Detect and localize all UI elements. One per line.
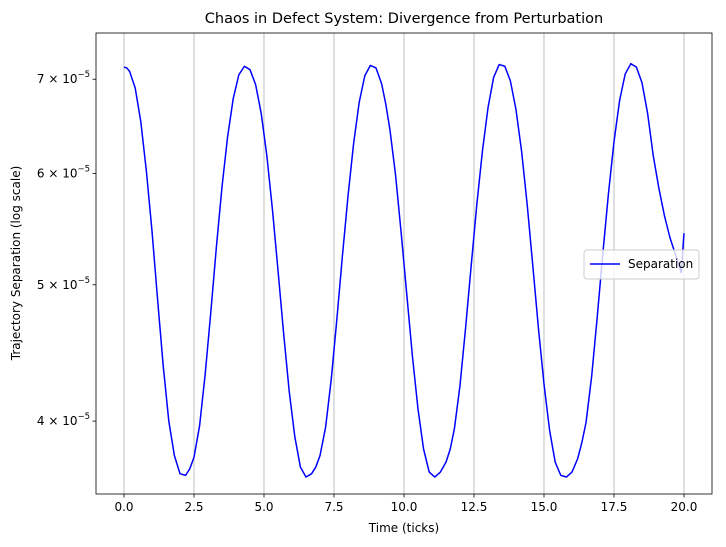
x-tick-label: 17.5 [601, 500, 628, 514]
x-tick-label: 15.0 [531, 500, 558, 514]
legend-label-separation: Separation [628, 257, 693, 271]
x-axis-ticks: 0.0 2.5 5.0 7.5 10.0 12.5 15.0 17.5 20.0 [114, 494, 697, 514]
x-axis-label: Time (ticks) [368, 521, 439, 535]
legend: Separation [583, 249, 700, 280]
legend-box [583, 249, 700, 280]
x-tick-label: 12.5 [461, 500, 488, 514]
grid-layer [123, 33, 685, 494]
y-tick-label: 7 × 10−5 [37, 70, 90, 86]
x-tick-label: 7.5 [324, 500, 343, 514]
series-layer [123, 62, 685, 478]
y-tick-label: 6 × 10−5 [37, 164, 90, 180]
y-tick-label: 5 × 10−5 [37, 276, 90, 292]
series-line-separation [123, 62, 685, 478]
chart-title: Chaos in Defect System: Divergence from … [205, 11, 603, 27]
y-tick-label: 4 × 10−5 [37, 412, 90, 428]
y-axis-ticks: 4 × 10−5 5 × 10−5 6 × 10−5 7 × 10−5 [37, 70, 96, 428]
x-tick-label: 5.0 [254, 500, 273, 514]
x-tick-label: 0.0 [114, 500, 133, 514]
x-tick-label: 2.5 [184, 500, 203, 514]
x-tick-label: 10.0 [391, 500, 418, 514]
x-tick-label: 20.0 [671, 500, 698, 514]
y-axis-label: Trajectory Separation (log scale) [9, 166, 23, 362]
